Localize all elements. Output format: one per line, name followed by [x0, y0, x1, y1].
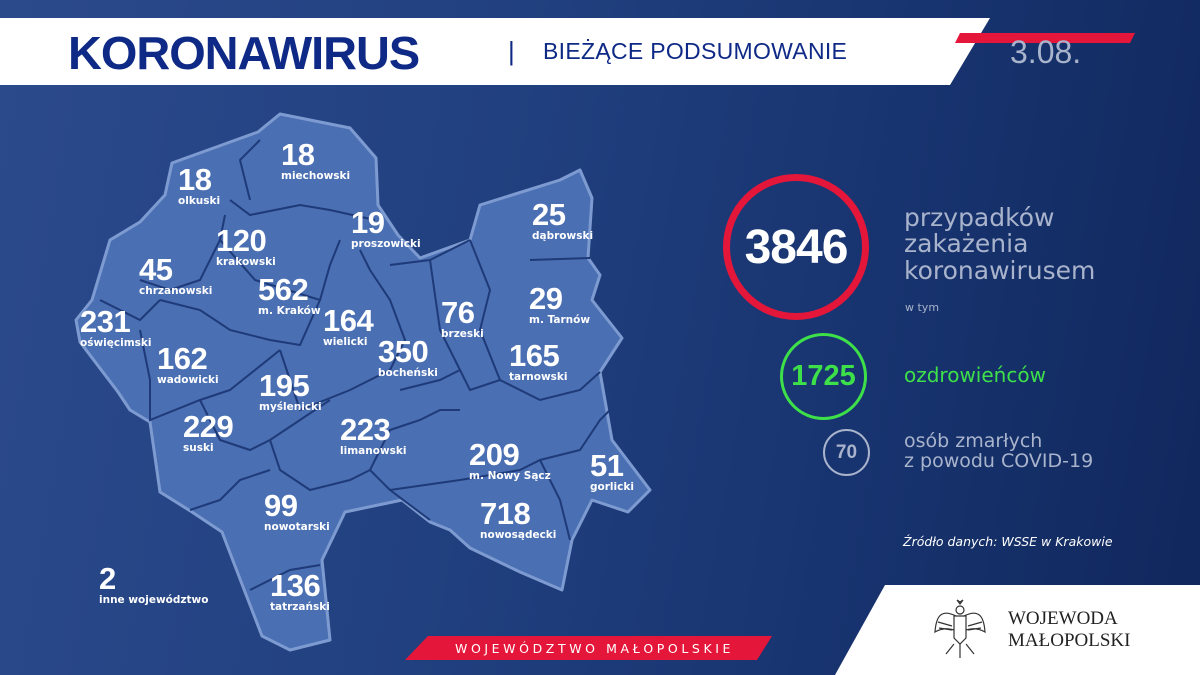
- district-name: nowosądecki: [480, 529, 557, 541]
- district-nowotarski: 99 nowotarski: [264, 490, 330, 533]
- district-tatrzanski: 136 tatrzański: [270, 570, 330, 613]
- district-name: bocheński: [378, 367, 438, 379]
- district-oswiecimski: 231 oświęcimski: [80, 306, 151, 349]
- deaths-label-line1: osób zmarłych: [904, 430, 1043, 452]
- district-gorlicki: 51 gorlicki: [590, 450, 634, 493]
- district-name: tarnowski: [509, 371, 568, 383]
- district-name: dąbrowski: [532, 230, 594, 242]
- district-chrzanowski: 45 chrzanowski: [139, 254, 212, 297]
- logo-line2: MAŁOPOLSKI: [1008, 629, 1131, 651]
- polish-eagle-emblem-icon: [934, 599, 986, 658]
- district-count: 19: [351, 205, 385, 240]
- district-count: 18: [178, 162, 212, 197]
- district-name: chrzanowski: [139, 285, 213, 297]
- district-name: miechowski: [281, 170, 351, 182]
- district-name: m. Nowy Sącz: [469, 470, 551, 482]
- district-m-tarnow: 29 m. Tarnów: [529, 283, 590, 326]
- district-count: 165: [509, 338, 560, 373]
- district-count: 209: [469, 437, 520, 472]
- title-separator: |: [508, 36, 515, 66]
- district-dabrowski: 25 dąbrowski: [532, 199, 593, 242]
- district-count: 136: [270, 568, 321, 603]
- page-title: KORONAWIRUS: [68, 27, 420, 79]
- including-label: w tym: [905, 301, 940, 314]
- district-count: 29: [529, 281, 563, 316]
- district-count: 51: [590, 448, 624, 483]
- district-count: 223: [340, 412, 391, 447]
- district-suski: 229 suski: [183, 409, 234, 454]
- district-count: 18: [281, 137, 315, 172]
- district-name: wadowicki: [157, 374, 219, 386]
- district-limanowski: 223 limanowski: [340, 414, 406, 457]
- district-name: inne województwo: [99, 594, 209, 606]
- district-wadowicki: 162 wadowicki: [157, 343, 219, 386]
- deaths-label: osób zmarłych z powodu COVID-19: [904, 430, 1164, 472]
- district-name: gorlicki: [590, 481, 634, 493]
- district-name: proszowicki: [351, 238, 421, 250]
- district-tarnowski: 165 tarnowski: [509, 340, 568, 383]
- district-name: suski: [183, 442, 214, 454]
- report-date: 3.08.: [1010, 34, 1082, 70]
- district-count: 718: [480, 496, 531, 531]
- district-name: tatrzański: [270, 601, 330, 613]
- district-name: m. Kraków: [258, 305, 321, 317]
- district-count: 76: [441, 295, 475, 330]
- data-source: Źródło danych: WSSE w Krakowie: [903, 534, 1113, 549]
- district-count: 25: [532, 197, 566, 232]
- district-name: krakowski: [216, 256, 276, 268]
- malopolska-map: [74, 112, 652, 652]
- district-count: 99: [264, 488, 298, 523]
- district-count: 162: [157, 341, 208, 376]
- district-proszowicki: 19 proszowicki: [351, 207, 421, 250]
- district-count: 229: [183, 409, 234, 444]
- district-name: limanowski: [340, 445, 407, 457]
- district-m-nowy-sacz: 209 m. Nowy Sącz: [469, 439, 551, 482]
- district-nowosadecki: 718 nowosądecki: [480, 498, 556, 541]
- district-name: m. Tarnów: [529, 314, 591, 326]
- district-count: 231: [80, 304, 131, 339]
- district-name: myślenicki: [259, 401, 322, 413]
- district-name: wielicki: [323, 336, 368, 348]
- district-count: 350: [378, 334, 429, 369]
- deaths-label-line2: z powodu COVID-19: [904, 449, 1094, 472]
- district-bochenski: 350 bocheński: [378, 336, 438, 379]
- region-banner-text: WOJEWÓDZTWO MAŁOPOLSKIE: [455, 641, 735, 656]
- district-count: 45: [139, 252, 173, 287]
- total-cases-label: przypadków zakażenia koronawirusem: [904, 203, 1096, 285]
- district-count: 2: [99, 561, 116, 596]
- district-olkuski: 18 olkuski: [178, 164, 220, 207]
- map-region-outline: [74, 112, 652, 652]
- district-name: olkuski: [178, 195, 221, 207]
- district-krakowski: 120 krakowski: [216, 225, 276, 268]
- district-m-krakow: 562 m. Kraków: [258, 274, 321, 317]
- district-borders: [99, 139, 611, 591]
- district-count: 120: [216, 223, 267, 258]
- wojewoda-logo-text: WOJEWODA MAŁOPOLSKI: [1008, 608, 1130, 652]
- district-brzeski: 76 brzeski: [441, 297, 484, 340]
- district-myslenicki: 195 myślenicki: [259, 370, 322, 413]
- total-cases-circle: 3846: [723, 174, 869, 320]
- header-red-stripe: [955, 33, 1135, 43]
- header-banner: [0, 18, 990, 85]
- logo-line1: WOJEWODA: [1008, 608, 1118, 629]
- district-count: 195: [259, 368, 310, 403]
- district-name: brzeski: [441, 328, 484, 340]
- page-subtitle: BIEŻĄCE PODSUMOWANIE: [543, 38, 848, 64]
- recovered-circle: 1725: [780, 333, 867, 420]
- deaths-circle: 70: [823, 429, 870, 476]
- district-miechowski: 18 miechowski: [281, 139, 350, 182]
- district-count: 562: [258, 272, 309, 307]
- recovered-label: ozdrowieńców: [904, 363, 1046, 387]
- district-other-voivodeship: 2 inne województwo: [99, 563, 208, 606]
- district-name: oświęcimski: [80, 337, 152, 349]
- district-count: 164: [323, 303, 374, 338]
- district-name: nowotarski: [264, 521, 330, 533]
- district-wielicki: 164 wielicki: [323, 303, 374, 348]
